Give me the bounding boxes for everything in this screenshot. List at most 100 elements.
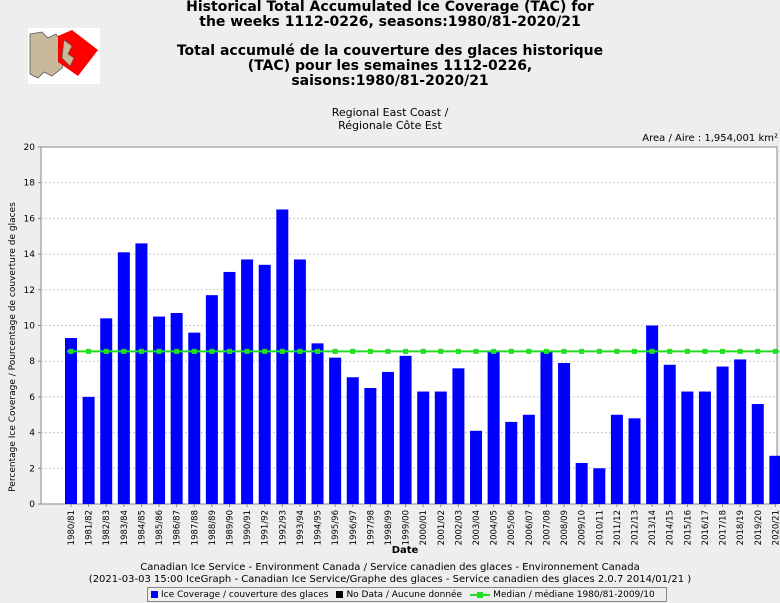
footer-line2: (2021-03-03 15:00 IceGraph - Canadian Ic… [88, 574, 692, 585]
x-tick-label: 2002/03 [454, 510, 464, 545]
bar [558, 362, 571, 504]
x-tick-label: 1992/93 [278, 510, 288, 545]
median-point [174, 348, 180, 354]
median-point [649, 348, 655, 354]
region-fr: Régionale Côte Est [338, 119, 442, 132]
bar [258, 264, 271, 504]
bar [65, 337, 77, 504]
median-point [420, 348, 426, 354]
bar [575, 462, 588, 504]
x-tick-label: 1999/00 [402, 510, 412, 545]
bar [100, 318, 113, 504]
bar [628, 418, 641, 504]
median-point [667, 348, 673, 354]
x-tick-label: 2003/04 [472, 510, 482, 545]
bar [751, 404, 764, 504]
x-tick-label: 2010/11 [595, 510, 605, 545]
median-point [385, 348, 391, 354]
x-tick-label: 1984/85 [137, 510, 147, 545]
bar [381, 371, 394, 504]
median-point [772, 348, 778, 354]
median-point [191, 348, 197, 354]
x-tick-label: 1981/82 [85, 510, 95, 545]
median-point [279, 348, 285, 354]
x-axis: 1980/81 1981/82 1982/83 1983/84 1984/85 1985/… [67, 504, 780, 545]
x-tick-label: 1985/86 [155, 510, 165, 545]
median-point [262, 348, 268, 354]
y-tick-label: 12 [24, 286, 35, 296]
x-tick-label: 2008/09 [560, 510, 570, 545]
bar [522, 414, 535, 504]
x-axis-label: Date [392, 545, 419, 556]
x-tick-label: 1990/91 [243, 510, 253, 545]
title-fr-line2: (TAC) pour les semaines 1112-0226, [247, 58, 533, 74]
x-tick-label: 2014/15 [666, 510, 676, 545]
bar [241, 259, 254, 504]
title-french: Total accumulé de la couverture des glac… [0, 44, 780, 89]
x-tick-label: 1993/94 [296, 510, 306, 545]
x-tick-label: 1982/83 [102, 510, 112, 545]
bars [65, 209, 780, 504]
median-point [103, 348, 109, 354]
bar [734, 359, 747, 504]
y-tick-label: 6 [29, 393, 35, 403]
x-tick-label: 2007/08 [542, 510, 552, 545]
x-tick-label: 1988/89 [208, 510, 218, 545]
bar [170, 313, 183, 504]
title-english: Historical Total Accumulated Ice Coverag… [0, 0, 780, 30]
y-tick-label: 14 [24, 250, 36, 260]
median-point [226, 348, 232, 354]
x-tick-label: 1983/84 [120, 510, 130, 545]
median-point [209, 348, 215, 354]
x-tick-label: 2011/12 [613, 510, 623, 545]
footer-line1: Canadian Ice Service - Environment Canad… [140, 562, 640, 573]
x-tick-label: 2005/06 [507, 510, 517, 545]
region-label: Regional East Coast / Régionale Côte Est [0, 106, 780, 132]
bar [716, 366, 729, 504]
median-point [632, 348, 638, 354]
legend-ice-label: Ice Coverage / couverture des glaces [161, 589, 329, 600]
x-tick-label: 1989/90 [225, 510, 235, 545]
median-point [579, 348, 585, 354]
y-axis-label: Percentage Ice Coverage / Pourcentage de… [8, 202, 18, 492]
median-point [156, 348, 162, 354]
median-line [67, 348, 780, 354]
x-tick-label: 2009/10 [578, 510, 588, 545]
bar [364, 387, 377, 504]
legend-item-ice: Ice Coverage / couverture des glaces [151, 590, 328, 600]
median-point [121, 348, 127, 354]
x-tick-label: 1996/97 [349, 510, 359, 545]
median-point [614, 348, 620, 354]
bar [293, 259, 306, 504]
legend: Ice Coverage / couverture des glaces No … [147, 587, 667, 602]
x-tick-label: 2000/01 [419, 510, 429, 545]
legend-swatch-blue-icon [151, 591, 158, 598]
x-tick-label: 2013/14 [648, 510, 658, 545]
median-point [297, 348, 303, 354]
bar [417, 391, 430, 504]
bar [188, 332, 201, 504]
median-point [737, 348, 743, 354]
x-tick-label: 2006/07 [525, 510, 535, 545]
area-label: Area / Aire : 1,954,001 km² [642, 133, 778, 144]
x-tick-label: 1986/87 [173, 510, 183, 545]
bar [540, 350, 553, 504]
x-tick-label: 1991/92 [261, 510, 271, 545]
bar [205, 295, 218, 504]
bar [663, 364, 676, 504]
median-point [68, 348, 74, 354]
bar [769, 455, 780, 504]
bar [505, 421, 518, 504]
median-point [508, 348, 514, 354]
bar [346, 377, 359, 504]
bar [399, 355, 412, 504]
legend-item-nodata: No Data / Aucune donnée [336, 590, 462, 600]
median-point [702, 348, 708, 354]
x-tick-label: 2019/20 [754, 510, 764, 545]
median-point [138, 348, 144, 354]
legend-median-line-icon [470, 591, 491, 599]
y-tick-label: 4 [29, 429, 35, 439]
x-tick-label: 1995/96 [331, 510, 341, 545]
median-point [543, 348, 549, 354]
title-en-line1: Historical Total Accumulated Ice Coverag… [186, 0, 594, 15]
